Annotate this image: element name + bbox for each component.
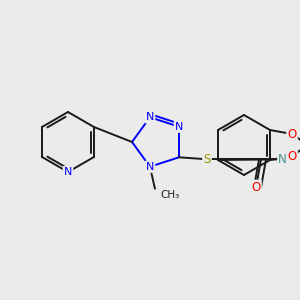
Text: N: N [64, 167, 72, 177]
Text: N: N [146, 112, 154, 122]
Text: N: N [175, 122, 183, 132]
Text: S: S [203, 153, 211, 166]
Text: NH: NH [278, 153, 296, 166]
Text: O: O [287, 128, 297, 140]
Text: O: O [251, 181, 261, 194]
Text: N: N [146, 162, 154, 172]
Text: CH₃: CH₃ [160, 190, 179, 200]
Text: O: O [287, 149, 297, 163]
